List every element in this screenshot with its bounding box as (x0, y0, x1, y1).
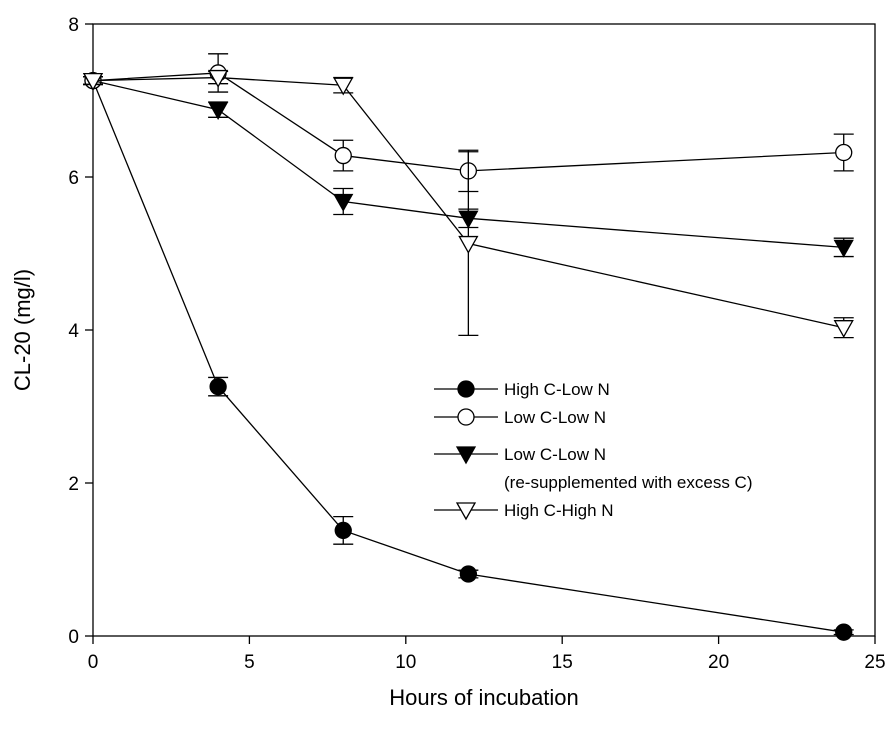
x-axis: 0 5 10 15 20 25 (88, 636, 886, 673)
data-point (458, 235, 479, 254)
legend-item-3: High C-High N (434, 501, 614, 521)
data-point (82, 72, 104, 91)
data-point (333, 77, 354, 96)
data-point (209, 377, 227, 396)
legend: High C-Low N Low C-Low N Low C-Low N (re-su… (434, 380, 752, 521)
data-point (208, 69, 229, 88)
x-axis-title: Hours of incubation (389, 685, 579, 710)
y-axis-title: CL-20 (mg/l) (10, 269, 35, 391)
legend-item-1: Low C-Low N (434, 408, 606, 427)
data-point (833, 239, 854, 258)
legend-marker (457, 408, 475, 426)
y-tick-label: 6 (68, 168, 79, 189)
data-point (459, 565, 478, 583)
data-point (334, 521, 352, 540)
data-point (835, 623, 853, 641)
x-tick-label: 0 (88, 652, 99, 673)
data-point (208, 102, 229, 121)
y-tick-label: 2 (68, 474, 79, 495)
x-tick-label: 25 (864, 652, 885, 673)
legend-marker (455, 502, 477, 521)
series-3 (82, 69, 854, 339)
y-tick-label: 8 (68, 15, 79, 36)
x-tick-label: 15 (552, 652, 573, 673)
legend-label-line2: (re-supplemented with excess C) (504, 473, 752, 492)
plot-frame (92, 23, 876, 637)
data-point (835, 143, 853, 162)
x-tick-label: 20 (708, 652, 729, 673)
legend-marker (455, 446, 477, 465)
y-axis: 0 2 4 6 8 (68, 15, 93, 648)
legend-item-0: High C-Low N (434, 380, 610, 399)
x-tick-label: 5 (244, 652, 255, 673)
y-tick-label: 0 (68, 627, 79, 648)
legend-label: Low C-Low N (504, 445, 606, 464)
plot-area (92, 23, 876, 637)
series-layer (82, 53, 854, 641)
legend-label: High C-High N (504, 501, 614, 520)
data-point (333, 193, 354, 212)
legend-label: High C-Low N (504, 380, 610, 399)
legend-item-2: Low C-Low N (re-supplemented with excess … (434, 445, 752, 492)
data-point (833, 320, 854, 339)
x-tick-label: 10 (395, 652, 416, 673)
legend-label: Low C-Low N (504, 408, 606, 427)
legend-marker (457, 380, 475, 398)
data-point (334, 146, 352, 165)
y-tick-label: 4 (68, 321, 79, 342)
